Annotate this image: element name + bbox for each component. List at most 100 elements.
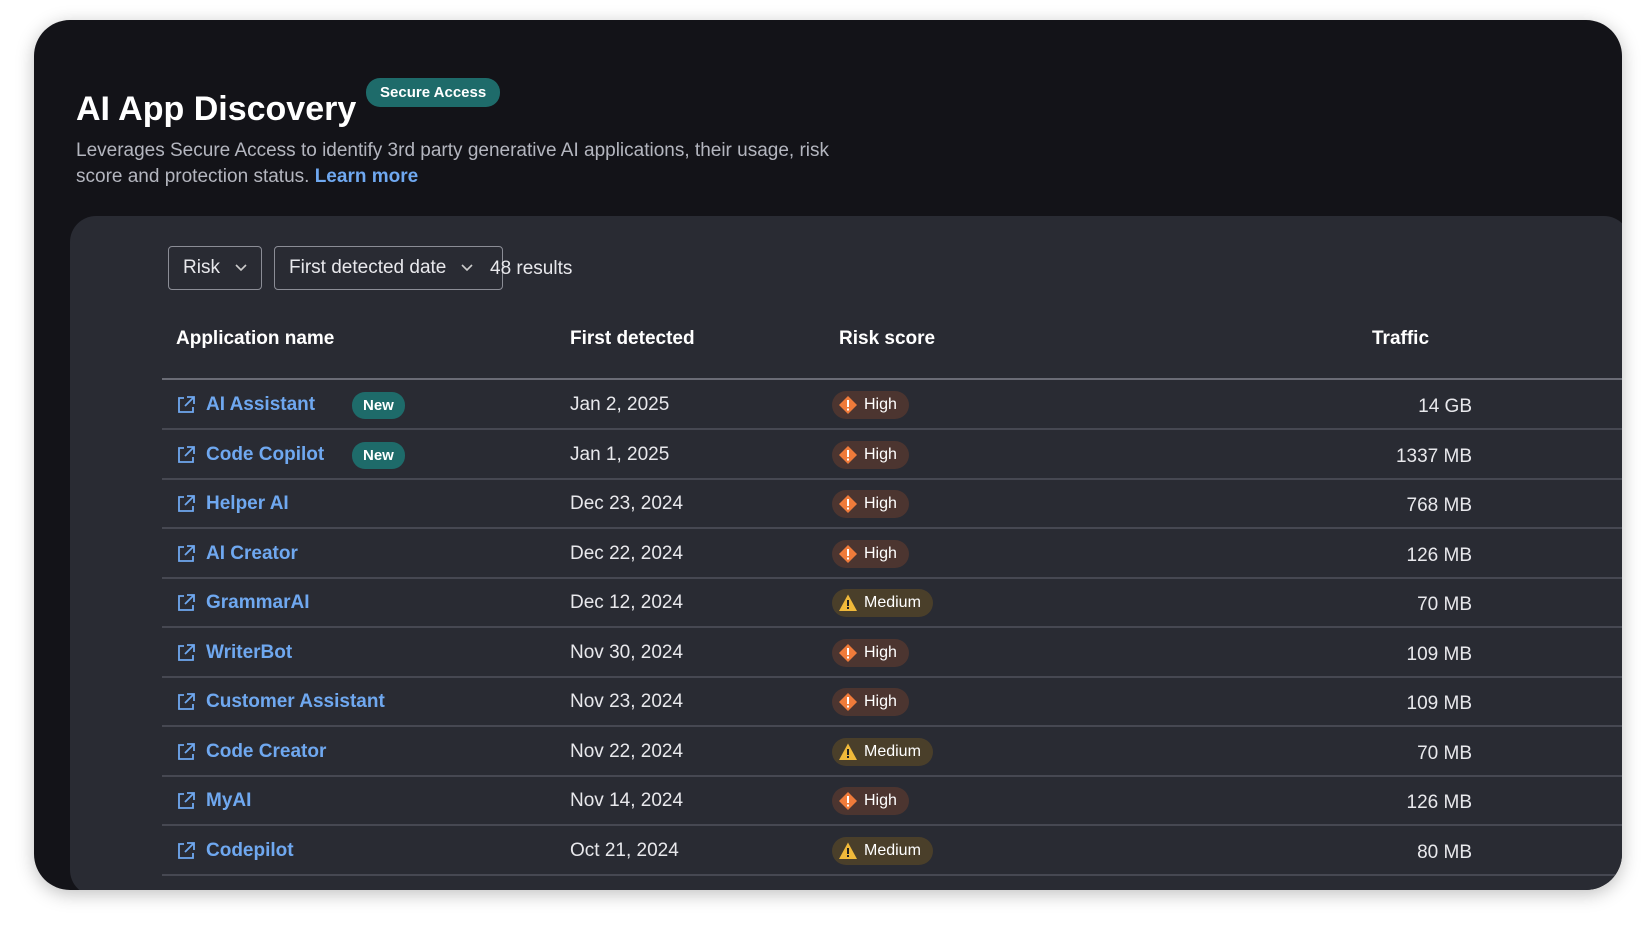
app-name[interactable]: Helper AI (206, 493, 289, 514)
risk-icon (839, 643, 857, 662)
row-divider (162, 824, 1622, 826)
risk-label: High (864, 792, 897, 809)
description: Leverages Secure Access to identify 3rd … (76, 138, 876, 190)
link-icon[interactable] (176, 445, 196, 471)
link-icon[interactable] (176, 643, 196, 669)
external-link-icon (178, 742, 195, 760)
app-name[interactable]: AI Creator (206, 542, 298, 564)
traffic: 126 MB (1406, 544, 1472, 566)
traffic: 109 MB (1406, 693, 1472, 714)
chevron (235, 264, 247, 272)
risk-badge: High (832, 440, 909, 469)
title: AI App Discovery (76, 90, 357, 128)
external-link-icon (178, 396, 195, 413)
traffic: 70 MB (1417, 594, 1472, 615)
risk-icon (839, 743, 857, 760)
column-header: Application name (176, 328, 335, 349)
app-name[interactable]: MyAI (206, 790, 252, 811)
traffic: 768 MB (1406, 495, 1472, 516)
card: AI App Discovery Secure Access Leverages… (34, 20, 1622, 890)
chevron (461, 264, 473, 272)
row-divider (162, 428, 1622, 430)
filter-label: Risk (183, 257, 220, 278)
traffic: 70 MB (1417, 742, 1472, 764)
risk-label: High (864, 445, 897, 463)
row-divider (162, 576, 1622, 579)
traffic: 1337 MB (1395, 445, 1472, 467)
first-detected: Dec 12, 2024 (570, 592, 684, 613)
risk-label: High (864, 544, 897, 562)
traffic: 80 MB (1417, 841, 1472, 863)
first-detected: Jan 2, 2025 (570, 394, 670, 415)
filter-dropdown[interactable]: Risk (168, 246, 262, 290)
risk-icon (839, 594, 857, 611)
external-link-icon (178, 544, 195, 562)
description-text: Leverages Secure Access to identify 3rd … (76, 140, 830, 187)
row-divider (162, 477, 1622, 480)
app-name[interactable]: Codepilot (206, 839, 294, 861)
link-icon[interactable] (176, 593, 196, 619)
link-icon[interactable] (176, 791, 196, 817)
app-name[interactable]: Code Copilot (206, 443, 325, 465)
first-detected: Nov 14, 2024 (570, 790, 684, 811)
badge: Secure Access (366, 78, 501, 107)
traffic: 126 MB (1406, 792, 1472, 813)
link-icon[interactable] (176, 395, 196, 421)
app-name[interactable]: Customer Assistant (206, 691, 385, 712)
risk-label: Medium (864, 841, 921, 859)
traffic: 14 GB (1418, 396, 1472, 417)
risk-badge: Medium (832, 589, 933, 617)
risk-badge: Medium (832, 737, 933, 766)
app-name[interactable]: AI Assistant (206, 394, 316, 415)
panel: Risk First detected date 48 results Appl… (70, 216, 1622, 890)
row-divider (162, 725, 1622, 727)
first-detected: Oct 21, 2024 (570, 839, 679, 861)
risk-badge: High (832, 490, 909, 518)
risk-icon (839, 495, 857, 513)
row-divider (162, 527, 1622, 529)
app-name[interactable]: WriterBot (206, 641, 293, 663)
risk-icon (839, 445, 857, 464)
column-header: Traffic (1372, 328, 1430, 349)
risk-badge: High (832, 688, 909, 716)
risk-label: Medium (864, 742, 921, 760)
risk-label: High (864, 495, 897, 512)
first-detected: Nov 22, 2024 (570, 740, 684, 762)
risk-label: High (864, 693, 897, 710)
traffic: 109 MB (1406, 643, 1472, 665)
risk-badge: High (832, 638, 909, 667)
learn-more[interactable]: Learn more (314, 166, 419, 187)
link-icon[interactable] (176, 494, 196, 520)
risk-label: High (864, 643, 897, 661)
external-link-icon (178, 693, 195, 710)
column-header: First detected (570, 328, 695, 349)
new-badge: New (352, 392, 405, 419)
link-icon[interactable] (176, 692, 196, 718)
external-link-icon (178, 495, 195, 512)
risk-badge: High (832, 539, 909, 568)
risk-badge: Medium (832, 836, 933, 865)
external-link-icon (178, 594, 195, 611)
row-divider (162, 675, 1622, 678)
external-link-icon (178, 445, 195, 463)
row-divider (162, 626, 1622, 628)
risk-badge: High (832, 391, 909, 419)
risk-badge: High (832, 787, 909, 815)
row-divider (162, 774, 1622, 777)
link-icon[interactable] (176, 841, 196, 867)
risk-label: Medium (864, 594, 921, 611)
filter-label: First detected date (289, 257, 447, 278)
row-divider (162, 873, 1622, 876)
app-name[interactable]: GrammarAI (206, 592, 310, 613)
risk-label: High (864, 396, 897, 413)
link-icon[interactable] (176, 742, 196, 768)
app-name[interactable]: Code Creator (206, 740, 327, 762)
external-link-icon (178, 841, 195, 859)
column-header: Risk score (839, 328, 936, 349)
link-icon[interactable] (176, 544, 196, 570)
filter-dropdown[interactable]: First detected date (274, 246, 503, 290)
first-detected: Jan 1, 2025 (570, 443, 670, 465)
risk-icon (839, 792, 857, 810)
external-link-icon (178, 792, 195, 809)
